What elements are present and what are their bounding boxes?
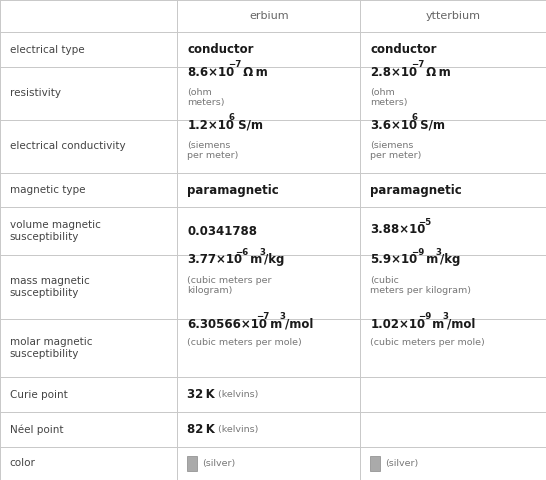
Text: (cubic meters per mole): (cubic meters per mole) xyxy=(370,338,485,347)
Text: m: m xyxy=(246,253,262,266)
Text: 0.0341788: 0.0341788 xyxy=(187,225,257,238)
Text: Néel point: Néel point xyxy=(10,424,63,434)
Text: m: m xyxy=(266,318,282,331)
Bar xyxy=(187,456,197,471)
Text: Ω m: Ω m xyxy=(239,66,268,79)
Text: (ohm
meters): (ohm meters) xyxy=(370,87,408,107)
Text: molar magnetic
susceptibility: molar magnetic susceptibility xyxy=(10,337,92,359)
Text: −9: −9 xyxy=(418,312,431,322)
Text: electrical conductivity: electrical conductivity xyxy=(10,141,126,151)
Text: 3.88×10: 3.88×10 xyxy=(370,224,425,237)
Text: color: color xyxy=(10,458,35,468)
Text: 8.6×10: 8.6×10 xyxy=(187,66,235,79)
Text: (kelvins): (kelvins) xyxy=(215,425,258,434)
Text: 2.8×10: 2.8×10 xyxy=(370,66,417,79)
Text: /kg: /kg xyxy=(441,253,461,266)
Text: paramagnetic: paramagnetic xyxy=(187,184,279,197)
Text: (siemens
per meter): (siemens per meter) xyxy=(370,141,422,160)
Text: 32 K: 32 K xyxy=(187,388,215,401)
Text: Curie point: Curie point xyxy=(10,390,68,400)
Text: (ohm
meters): (ohm meters) xyxy=(187,87,225,107)
Text: (cubic meters per mole): (cubic meters per mole) xyxy=(187,338,302,347)
Text: 5.9×10: 5.9×10 xyxy=(370,253,418,266)
Text: S/m: S/m xyxy=(234,119,263,132)
Text: volume magnetic
susceptibility: volume magnetic susceptibility xyxy=(10,220,100,242)
Text: (kelvins): (kelvins) xyxy=(215,390,258,399)
Text: ytterbium: ytterbium xyxy=(426,11,480,21)
Text: (siemens
per meter): (siemens per meter) xyxy=(187,141,239,160)
Text: (cubic meters per
kilogram): (cubic meters per kilogram) xyxy=(187,276,272,295)
Text: conductor: conductor xyxy=(370,43,437,56)
Text: /mol: /mol xyxy=(447,318,476,331)
Text: 3: 3 xyxy=(442,312,448,322)
Text: conductor: conductor xyxy=(187,43,254,56)
Text: m: m xyxy=(429,318,444,331)
Text: (silver): (silver) xyxy=(385,459,419,468)
Text: /kg: /kg xyxy=(264,253,285,266)
Text: 3: 3 xyxy=(259,248,265,257)
Text: magnetic type: magnetic type xyxy=(10,185,85,195)
Text: 6: 6 xyxy=(228,113,234,122)
Text: −9: −9 xyxy=(411,248,425,257)
Text: 3: 3 xyxy=(435,248,441,257)
Text: −7: −7 xyxy=(256,312,269,322)
Text: S/m: S/m xyxy=(417,119,446,132)
Text: 82 K: 82 K xyxy=(187,423,215,436)
Text: erbium: erbium xyxy=(249,11,289,21)
Text: −7: −7 xyxy=(228,60,242,70)
Text: (cubic
meters per kilogram): (cubic meters per kilogram) xyxy=(370,276,471,295)
Text: 3: 3 xyxy=(280,312,286,322)
Text: resistivity: resistivity xyxy=(10,88,61,98)
Text: 3.6×10: 3.6×10 xyxy=(370,119,417,132)
Text: 6.30566×10: 6.30566×10 xyxy=(187,318,268,331)
Text: 3.77×10: 3.77×10 xyxy=(187,253,242,266)
Text: /mol: /mol xyxy=(285,318,313,331)
Text: −6: −6 xyxy=(235,248,248,257)
Text: −7: −7 xyxy=(411,60,425,70)
Text: mass magnetic
susceptibility: mass magnetic susceptibility xyxy=(10,276,90,298)
Text: 1.2×10: 1.2×10 xyxy=(187,119,234,132)
Text: m: m xyxy=(422,253,438,266)
Text: Ω m: Ω m xyxy=(422,66,450,79)
Text: paramagnetic: paramagnetic xyxy=(370,184,462,197)
Text: (silver): (silver) xyxy=(203,459,236,468)
Text: 1.02×10: 1.02×10 xyxy=(370,318,425,331)
Text: electrical type: electrical type xyxy=(10,45,85,55)
Text: 6: 6 xyxy=(411,113,417,122)
Bar xyxy=(370,456,380,471)
Text: −5: −5 xyxy=(418,218,431,228)
